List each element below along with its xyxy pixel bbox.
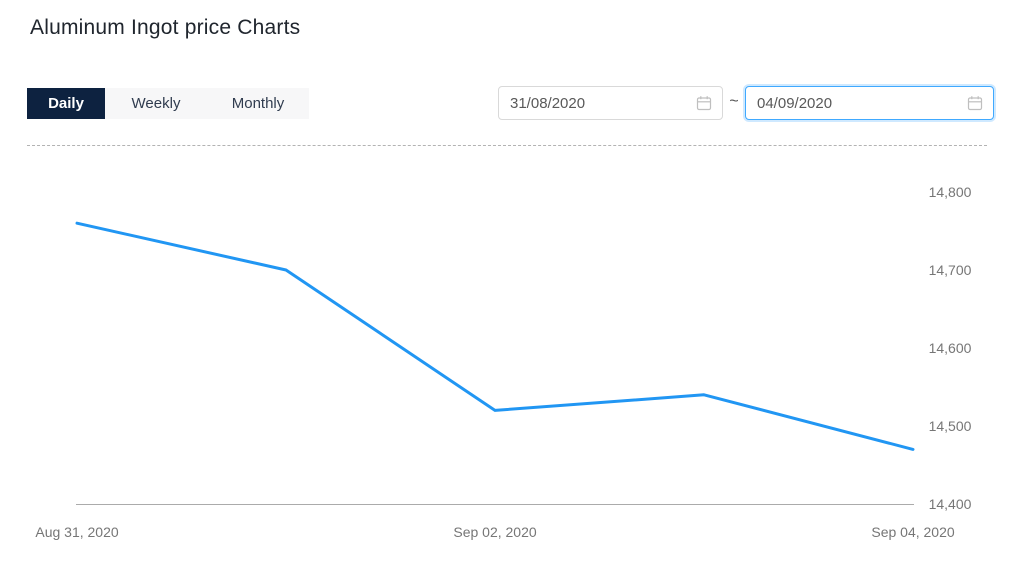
page-title: Aluminum Ingot price Charts: [30, 16, 301, 39]
x-axis-tick-label: Aug 31, 2020: [35, 524, 119, 540]
start-date-picker: [498, 86, 723, 120]
y-axis-tick-label: 14,400: [928, 496, 972, 512]
tab-monthly[interactable]: Monthly: [231, 95, 285, 112]
price-line-series: [75, 221, 915, 451]
tab-daily[interactable]: Daily: [27, 88, 105, 119]
date-range-separator: ~: [729, 93, 739, 110]
start-date-input[interactable]: [498, 86, 723, 120]
x-axis-tick-label: Sep 04, 2020: [871, 524, 955, 540]
end-date-picker: [745, 86, 994, 120]
dashed-divider: [27, 145, 987, 146]
period-tab-bar: Daily Weekly Monthly: [27, 88, 309, 119]
y-axis-tick-label: 14,800: [928, 184, 972, 200]
tab-weekly[interactable]: Weekly: [131, 95, 181, 112]
y-axis-tick-label: 14,700: [928, 262, 972, 278]
x-axis-tick-label: Sep 02, 2020: [453, 524, 537, 540]
y-axis-tick-label: 14,500: [928, 418, 972, 434]
y-axis-tick-label: 14,600: [928, 340, 972, 356]
end-date-input[interactable]: [745, 86, 994, 120]
